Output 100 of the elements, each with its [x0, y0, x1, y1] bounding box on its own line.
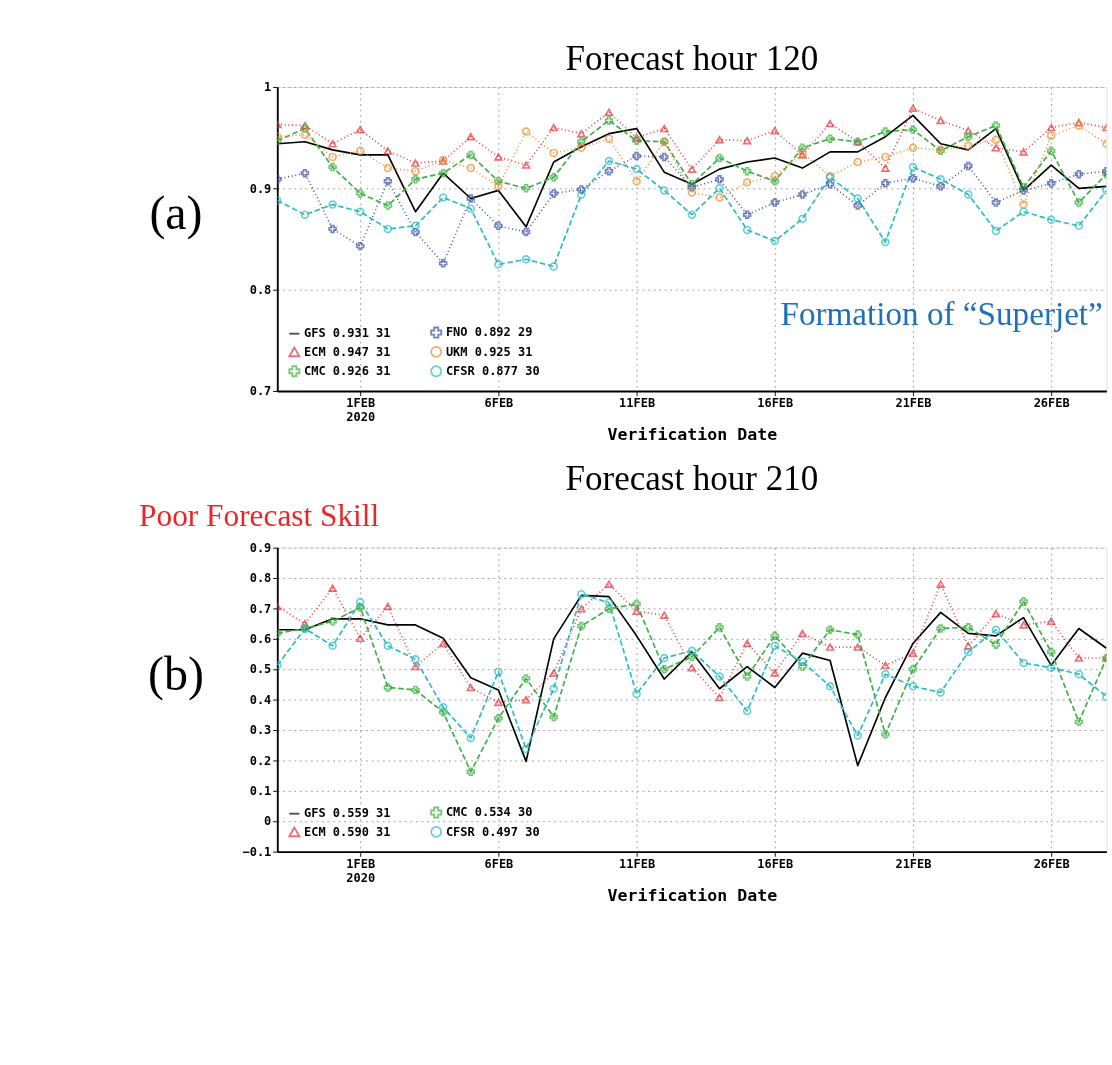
point	[632, 607, 641, 615]
legend-label: CMC 0.534 30	[445, 805, 533, 820]
y-tick-label: 0.5	[249, 662, 272, 677]
point	[881, 669, 890, 679]
x-tick-label: 6FEB	[484, 396, 514, 411]
point	[521, 744, 531, 754]
point	[1074, 669, 1084, 679]
point	[991, 625, 1001, 634]
point	[908, 173, 918, 183]
point	[715, 174, 724, 184]
point	[687, 663, 697, 672]
point	[300, 619, 310, 628]
point	[1074, 654, 1084, 662]
point	[825, 625, 835, 634]
x-tick-label: 21FEB	[895, 856, 932, 871]
point	[881, 152, 890, 162]
point	[577, 137, 586, 146]
point	[383, 224, 393, 234]
point	[521, 695, 531, 704]
y-tick-label: 0.8	[249, 571, 272, 586]
point	[798, 190, 807, 199]
point	[770, 641, 780, 651]
point	[798, 629, 807, 638]
point	[521, 255, 531, 264]
point	[1019, 207, 1028, 216]
point	[964, 141, 973, 151]
point	[411, 227, 420, 237]
point	[604, 598, 614, 607]
point	[466, 204, 476, 213]
point	[466, 132, 476, 141]
point	[715, 193, 724, 202]
point	[660, 665, 669, 674]
point	[494, 667, 503, 676]
point	[1046, 179, 1056, 188]
point	[964, 126, 973, 135]
point	[383, 163, 393, 173]
point	[355, 603, 365, 612]
chart-title: Forecast hour 120	[565, 39, 819, 79]
point	[300, 130, 310, 139]
point	[521, 184, 531, 193]
y-tick-label: 0.2	[249, 753, 272, 768]
legend-label: CMC 0.926 31	[304, 363, 391, 378]
point	[577, 190, 586, 199]
point	[660, 611, 669, 619]
y-tick-label: −0.1	[242, 844, 272, 859]
point	[991, 198, 1001, 207]
point	[604, 166, 614, 176]
point	[687, 646, 697, 655]
y-tick-label: 0	[264, 814, 272, 829]
point	[466, 163, 476, 173]
legend-label: CFSR 0.497 30	[445, 824, 540, 839]
point	[549, 172, 558, 182]
x-tick-label: 6FEB	[484, 856, 514, 871]
point	[494, 182, 503, 191]
point	[494, 260, 503, 269]
point	[715, 693, 724, 702]
point	[549, 684, 558, 693]
point	[355, 189, 365, 198]
point	[936, 116, 945, 125]
point	[881, 127, 890, 136]
point	[632, 599, 641, 609]
point	[328, 162, 337, 172]
x-tick-label: 16FEB	[757, 396, 794, 411]
point	[798, 662, 807, 671]
point	[1046, 663, 1056, 672]
point	[604, 116, 614, 125]
x-tick-label: 26FEB	[1033, 396, 1070, 411]
point	[383, 683, 393, 692]
point	[964, 132, 973, 141]
point	[521, 227, 531, 237]
point	[991, 226, 1001, 236]
point	[908, 143, 918, 153]
point	[632, 151, 641, 161]
point	[908, 162, 918, 172]
annotation: Formation of “Superjet”	[780, 295, 1103, 333]
point	[355, 125, 365, 134]
point	[549, 148, 558, 158]
point	[521, 674, 531, 683]
legend-label: ECM 0.947 31	[304, 344, 391, 359]
point	[604, 156, 614, 166]
x-tick-label: 1FEB 2020	[346, 856, 376, 885]
point	[881, 179, 890, 188]
point	[881, 164, 890, 172]
chart-title: Forecast hour 210	[565, 458, 819, 498]
y-tick-label: 0.4	[249, 692, 272, 707]
point	[825, 180, 835, 189]
point	[355, 241, 365, 251]
point	[1074, 221, 1084, 231]
point	[742, 672, 752, 681]
point	[715, 672, 724, 681]
y-tick-label: 0.9	[249, 181, 272, 196]
legend-label: GFS 0.559 31	[304, 806, 391, 821]
point	[853, 157, 862, 167]
point	[328, 139, 337, 148]
point	[742, 706, 752, 716]
point	[411, 685, 420, 695]
point	[411, 655, 420, 664]
point	[991, 144, 1001, 152]
point	[411, 662, 420, 671]
point	[1019, 200, 1028, 209]
